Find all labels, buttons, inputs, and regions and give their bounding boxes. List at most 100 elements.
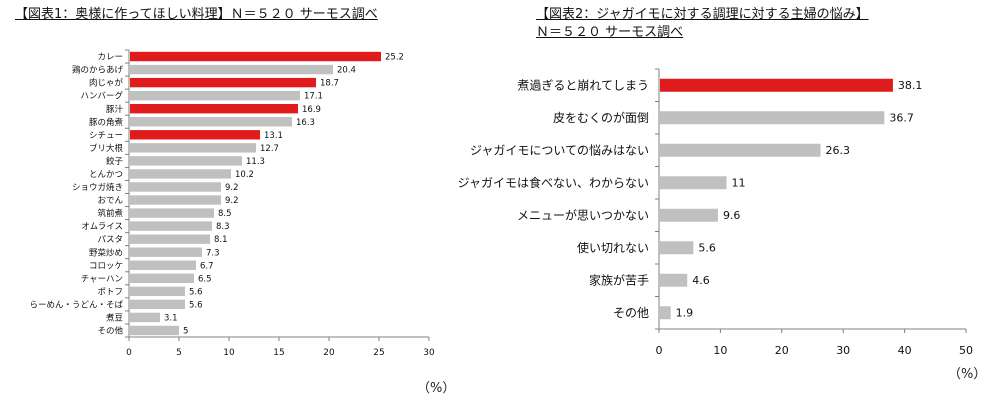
chart1-bar <box>130 64 333 75</box>
chart2-title: 【図表2：ジャガイモに対する調理に対する主婦の悩み】 <box>536 7 869 22</box>
chart1-bar <box>130 286 185 297</box>
chart1-value-label: 18.7 <box>320 79 339 89</box>
chart2-category-label: 皮をむくのが面倒 <box>553 110 649 125</box>
chart1-bar <box>130 325 179 336</box>
chart1-bar <box>130 143 256 153</box>
chart2-value-label: 38.1 <box>898 79 923 92</box>
chart1-x-tick-label: 15 <box>273 348 284 358</box>
chart1-bar <box>130 130 260 140</box>
chart1-bar <box>130 195 221 205</box>
chart2-x-tick-label: 50 <box>959 344 973 357</box>
chart1-bar <box>130 169 231 179</box>
chart1-category-label: シチュー <box>89 131 123 141</box>
chart2-value-label: 5.6 <box>698 242 716 255</box>
chart1-category-label: その他 <box>97 326 123 337</box>
chart1-value-label: 7.3 <box>206 248 220 258</box>
chart2-bar <box>660 78 893 92</box>
chart1-x-tick-label: 0 <box>126 348 132 358</box>
chart1-value-label: 6.7 <box>200 261 214 271</box>
chart2-bar <box>660 176 727 190</box>
chart2-value-label: 36.7 <box>889 112 914 125</box>
chart1-unit-label: （%） <box>417 381 456 396</box>
chart2-bar <box>660 273 688 287</box>
chart1-bar <box>130 90 300 101</box>
chart1-value-label: 8.1 <box>214 235 228 245</box>
chart2-x-tick-label: 40 <box>898 344 912 357</box>
chart1-bar <box>130 104 298 114</box>
chart1-bar <box>130 77 316 88</box>
chart2-bar <box>660 143 821 157</box>
chart1-category-label: オムライス <box>81 222 123 232</box>
chart1-value-label: 11.3 <box>246 157 265 167</box>
chart1-category-label: 野菜炒め <box>89 247 123 258</box>
chart1-value-label: 25.2 <box>385 53 404 63</box>
chart1-bar <box>130 299 185 310</box>
chart1-category-label: ショウガ焼き <box>72 182 123 193</box>
chart1-bar <box>130 247 202 257</box>
chart1-x-tick-label: 30 <box>423 348 435 358</box>
chart1-bar <box>130 312 160 323</box>
chart1-category-label: 筑前煮 <box>97 208 123 219</box>
chart2-category-label: 使い切れない <box>577 240 649 255</box>
chart1-bar <box>130 234 210 244</box>
chart2-value-label: 4.6 <box>692 274 710 287</box>
chart1-category-label: ブリ大根 <box>89 143 124 154</box>
chart2-x-tick-label: 30 <box>836 344 850 357</box>
chart1-x-tick-label: 25 <box>373 348 384 358</box>
chart1-category-label: 肉じゃが <box>89 78 124 89</box>
chart2-value-label: 9.6 <box>723 209 741 222</box>
chart1-bar <box>130 182 221 192</box>
chart1-value-label: 13.1 <box>264 131 283 141</box>
chart1-bar <box>130 156 242 166</box>
chart2-category-label: ジャガイモは食べない、わからない <box>458 175 649 190</box>
chart1-bar <box>130 273 194 283</box>
chart1-category-label: コロッケ <box>89 261 123 271</box>
chart1-category-label: らーめん・うどん・そば <box>29 300 123 310</box>
chart2-bar <box>660 241 694 255</box>
chart2-value-label: 1.9 <box>676 307 694 320</box>
chart2-category-label: その他 <box>613 306 649 320</box>
chart1-value-label: 12.7 <box>260 144 279 154</box>
chart1-value-label: 5.6 <box>189 287 203 297</box>
chart2-category-label: 家族が苦手 <box>589 273 649 288</box>
chart1-value-label: 5 <box>183 327 188 337</box>
chart2-category-label: 煮過ぎると崩れてしまう <box>517 79 649 93</box>
chart1-category-label: 豚の角煮 <box>89 117 124 128</box>
chart2-unit-label: （%） <box>948 367 987 382</box>
chart2-value-label: 26.3 <box>825 144 850 157</box>
chart1-category-label: ハンバーグ <box>80 91 123 102</box>
chart1-value-label: 8.5 <box>218 209 232 219</box>
chart2-subtitle: Ｎ＝５２０ サーモス調べ <box>536 25 684 40</box>
chart1-bar <box>130 51 381 62</box>
chart2-bar <box>660 306 671 320</box>
chart1-value-label: 16.3 <box>296 118 315 128</box>
chart1-x-tick-label: 20 <box>323 348 335 358</box>
chart1-category-label: チャーハン <box>81 274 123 284</box>
chart1-category-label: ポトフ <box>97 287 123 297</box>
chart1-bar <box>130 117 292 127</box>
chart1-x-tick-label: 10 <box>223 348 235 358</box>
chart1-value-label: 17.1 <box>304 92 323 102</box>
chart1-category-label: 餃子 <box>106 156 124 167</box>
chart2-x-tick-label: 20 <box>775 344 789 357</box>
chart1-bar <box>130 260 196 270</box>
chart2-value-label: 11 <box>732 177 746 190</box>
chart1-value-label: 9.2 <box>225 196 239 206</box>
chart1-category-label: 煮豆 <box>106 312 123 323</box>
chart1-bar <box>130 208 214 218</box>
chart1-value-label: 3.1 <box>164 313 178 323</box>
chart2-category-label: メニューが思いつかない <box>517 208 649 223</box>
chart1-title: 【図表1：奥様に作ってほしい料理】Ｎ＝５２０ サーモス調べ <box>15 7 378 22</box>
chart1-category-label: パスタ <box>97 235 123 245</box>
chart1-category-label: とんかつ <box>89 170 123 180</box>
chart2-category-label: ジャガイモについての悩みはない <box>470 144 649 158</box>
chart1-value-label: 6.5 <box>198 274 212 284</box>
chart1-category-label: 鶏のからあげ <box>72 65 124 76</box>
chart2-bar <box>660 208 718 222</box>
chart1-value-label: 20.4 <box>337 66 356 76</box>
chart1-bar <box>130 221 212 231</box>
chart1-value-label: 5.6 <box>189 300 203 310</box>
chart1-value-label: 8.3 <box>216 222 230 232</box>
chart1-value-label: 10.2 <box>235 170 254 180</box>
